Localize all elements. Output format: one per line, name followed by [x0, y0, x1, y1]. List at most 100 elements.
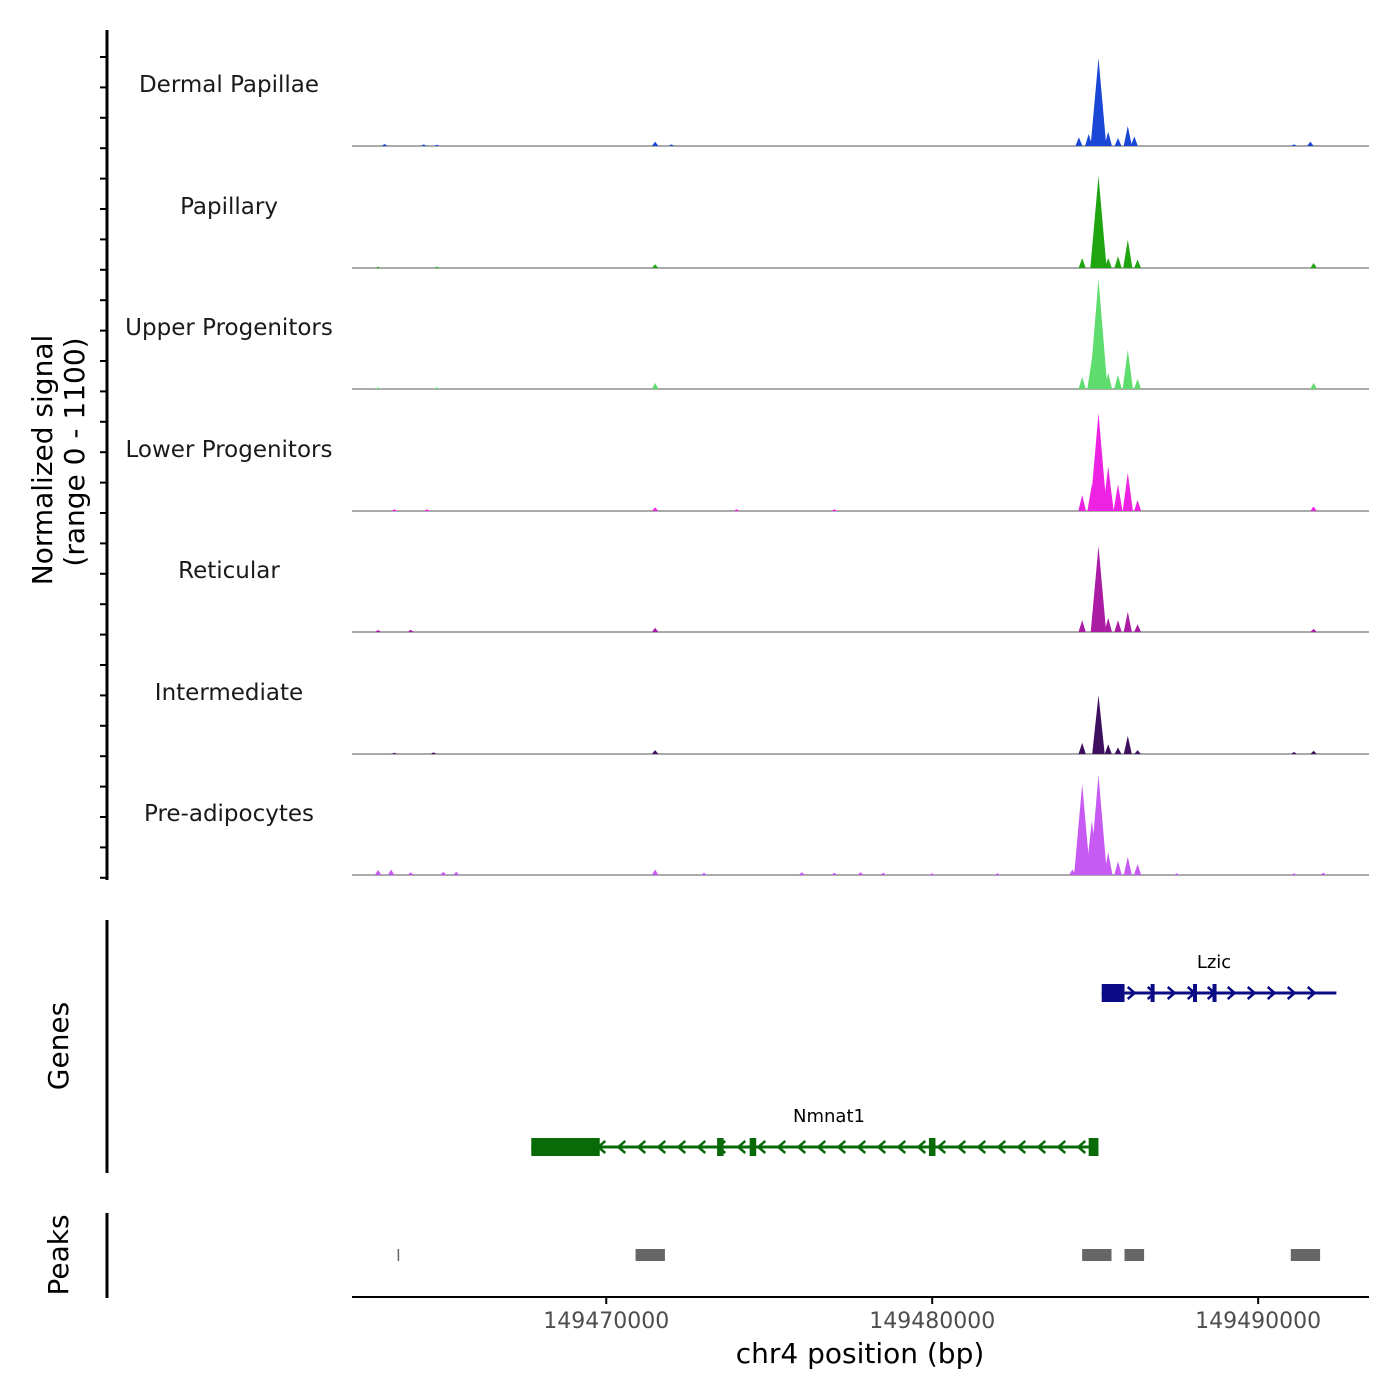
signal-peak [1114, 138, 1122, 146]
strand-arrow [1146, 986, 1157, 1000]
strand-arrow [1036, 1140, 1047, 1154]
signal-peak [1090, 176, 1107, 268]
signal-peak [1123, 611, 1132, 632]
strand-arrow [1056, 1140, 1067, 1154]
signal-y-axis [100, 30, 109, 880]
strand-arrow [876, 1140, 887, 1154]
signal-peak [1310, 263, 1317, 268]
strand-arrow [756, 1140, 767, 1154]
signal-peak [1290, 752, 1298, 754]
x-tick-label: 149490000 [1195, 1309, 1321, 1334]
track-reticular: Reticular [178, 546, 1369, 633]
peaks-panel-label: Peaks [42, 1214, 75, 1295]
track-intermediate: Intermediate [155, 680, 1369, 755]
signal-peak [1134, 624, 1141, 632]
peak-region [1290, 1249, 1321, 1261]
track-upper-progenitors: Upper Progenitors [125, 279, 1369, 390]
strand-arrow [696, 1140, 707, 1154]
signal-peak [1078, 377, 1086, 389]
x-tick-label: 149470000 [543, 1309, 669, 1334]
signal-peak [1090, 413, 1107, 511]
exon [1150, 984, 1155, 1002]
peak-region [1082, 1249, 1112, 1261]
signal-peak [374, 870, 382, 875]
signal-peak [453, 871, 460, 875]
signal-peak [1104, 617, 1112, 632]
signal-peak [440, 871, 447, 875]
signal-axis-label-line1: Normalized signal [26, 335, 59, 586]
signal-peak [375, 266, 382, 268]
signal-peak [1114, 747, 1122, 754]
signal-peak [430, 752, 437, 754]
signal-peak [1114, 256, 1122, 268]
signal-peak [433, 266, 440, 268]
track-label: Lower Progenitors [126, 437, 333, 463]
track-lower-progenitors: Lower Progenitors [126, 413, 1369, 512]
strand-arrow [1126, 986, 1137, 1000]
track-label: Pre-adipocytes [144, 801, 314, 827]
track-label: Dermal Papillae [139, 72, 319, 98]
signal-peak [1134, 864, 1142, 875]
strand-arrow [776, 1140, 787, 1154]
exon [928, 1138, 936, 1156]
signal-peak [1122, 472, 1133, 511]
strand-arrow [956, 1140, 967, 1154]
signal-peak [1092, 695, 1105, 754]
strand-arrow [836, 1140, 847, 1154]
signal-peak [375, 630, 382, 632]
signal-peak [651, 507, 659, 511]
track-label: Reticular [178, 558, 280, 584]
signal-peak [381, 144, 388, 146]
signal-peak [1123, 126, 1132, 146]
signal-peak [831, 509, 838, 511]
signal-peak [1123, 239, 1133, 268]
gene-nmnat1: Nmnat1 [531, 1106, 1099, 1156]
signal-peak [700, 872, 708, 875]
strand-arrow [896, 1140, 907, 1154]
signal-peak [433, 144, 440, 146]
exon [531, 1138, 600, 1156]
signal-peak [1114, 620, 1122, 632]
signal-peak [880, 872, 887, 875]
signal-peak [1310, 506, 1317, 511]
gene-lzic: Lzic [1101, 952, 1337, 1002]
strand-arrow [656, 1140, 667, 1154]
signal-axis-label-line2: (range 0 - 1100) [58, 337, 91, 566]
strand-arrow [796, 1140, 807, 1154]
genes-panel-label: Genes [42, 1002, 75, 1090]
gene-label: Nmnat1 [793, 1106, 865, 1127]
peak-region [1124, 1249, 1145, 1261]
signal-peak [1310, 628, 1317, 632]
coverage-tracks: Dermal Papillae Papillary Upper Progenitor… [125, 58, 1369, 876]
signal-peak [1310, 750, 1317, 754]
signal-peak [391, 509, 398, 511]
x-axis-ticks: 149470000 149480000 149490000 [543, 1297, 1321, 1334]
signal-peak [1290, 873, 1298, 875]
strand-arrow [1266, 986, 1277, 1000]
exon [749, 1138, 757, 1156]
signal-peak [420, 144, 427, 146]
signal-peak [651, 627, 659, 632]
strand-arrow [636, 1140, 647, 1154]
signal-peak [387, 869, 395, 875]
strand-arrow [916, 1140, 927, 1154]
x-tick-label: 149480000 [869, 1309, 995, 1334]
strand-arrow [616, 1140, 627, 1154]
strand-arrow [1286, 986, 1297, 1000]
signal-peak [994, 873, 1001, 875]
signal-peak [1290, 144, 1298, 146]
signal-peak [1090, 58, 1107, 146]
signal-peak [375, 387, 382, 389]
signal-peak [1310, 383, 1317, 389]
signal-peak [1134, 750, 1141, 754]
signal-peak [651, 869, 659, 875]
strand-arrow [1016, 1140, 1027, 1154]
signal-peak [1075, 137, 1083, 146]
signal-peak [1102, 466, 1114, 511]
signal-peak [733, 509, 740, 511]
strand-arrow [856, 1140, 867, 1154]
signal-peak [1078, 258, 1086, 268]
signal-peak [1085, 134, 1093, 146]
signal-peak [1130, 136, 1138, 146]
